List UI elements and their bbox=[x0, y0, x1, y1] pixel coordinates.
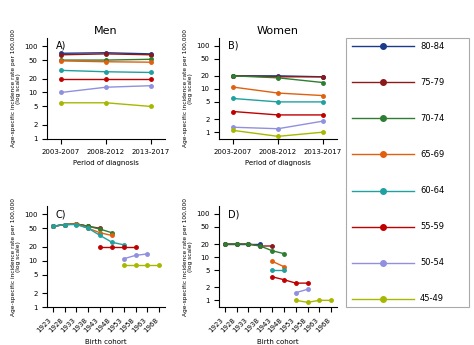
Text: 55-59: 55-59 bbox=[420, 222, 444, 231]
Text: 80-84: 80-84 bbox=[420, 41, 444, 50]
Text: 60-64: 60-64 bbox=[420, 186, 444, 195]
Text: 70-74: 70-74 bbox=[420, 114, 444, 123]
Text: 50-54: 50-54 bbox=[420, 258, 444, 267]
X-axis label: Birth cohort: Birth cohort bbox=[257, 339, 299, 345]
X-axis label: Birth cohort: Birth cohort bbox=[85, 339, 127, 345]
X-axis label: Period of diagnosis: Period of diagnosis bbox=[73, 160, 139, 166]
Y-axis label: Age-specific incidence rate per 100,000
(log scale): Age-specific incidence rate per 100,000 … bbox=[182, 198, 193, 316]
Y-axis label: Age-specific incidence rate per 100,000
(log scale): Age-specific incidence rate per 100,000 … bbox=[182, 29, 193, 147]
Title: Men: Men bbox=[94, 26, 118, 36]
Y-axis label: Age-specific incidence rate per 100,000
(log scale): Age-specific incidence rate per 100,000 … bbox=[10, 198, 21, 316]
Text: A): A) bbox=[55, 41, 66, 51]
Text: 75-79: 75-79 bbox=[420, 78, 444, 87]
Text: B): B) bbox=[228, 41, 238, 51]
Y-axis label: Age-specific incidence rate per 100,000
(log scale): Age-specific incidence rate per 100,000 … bbox=[10, 29, 21, 147]
X-axis label: Period of diagnosis: Period of diagnosis bbox=[245, 160, 311, 166]
Text: C): C) bbox=[55, 209, 66, 219]
Text: D): D) bbox=[228, 209, 239, 219]
Text: 65-69: 65-69 bbox=[420, 150, 444, 159]
Title: Women: Women bbox=[257, 26, 299, 36]
Text: 45-49: 45-49 bbox=[420, 295, 444, 304]
